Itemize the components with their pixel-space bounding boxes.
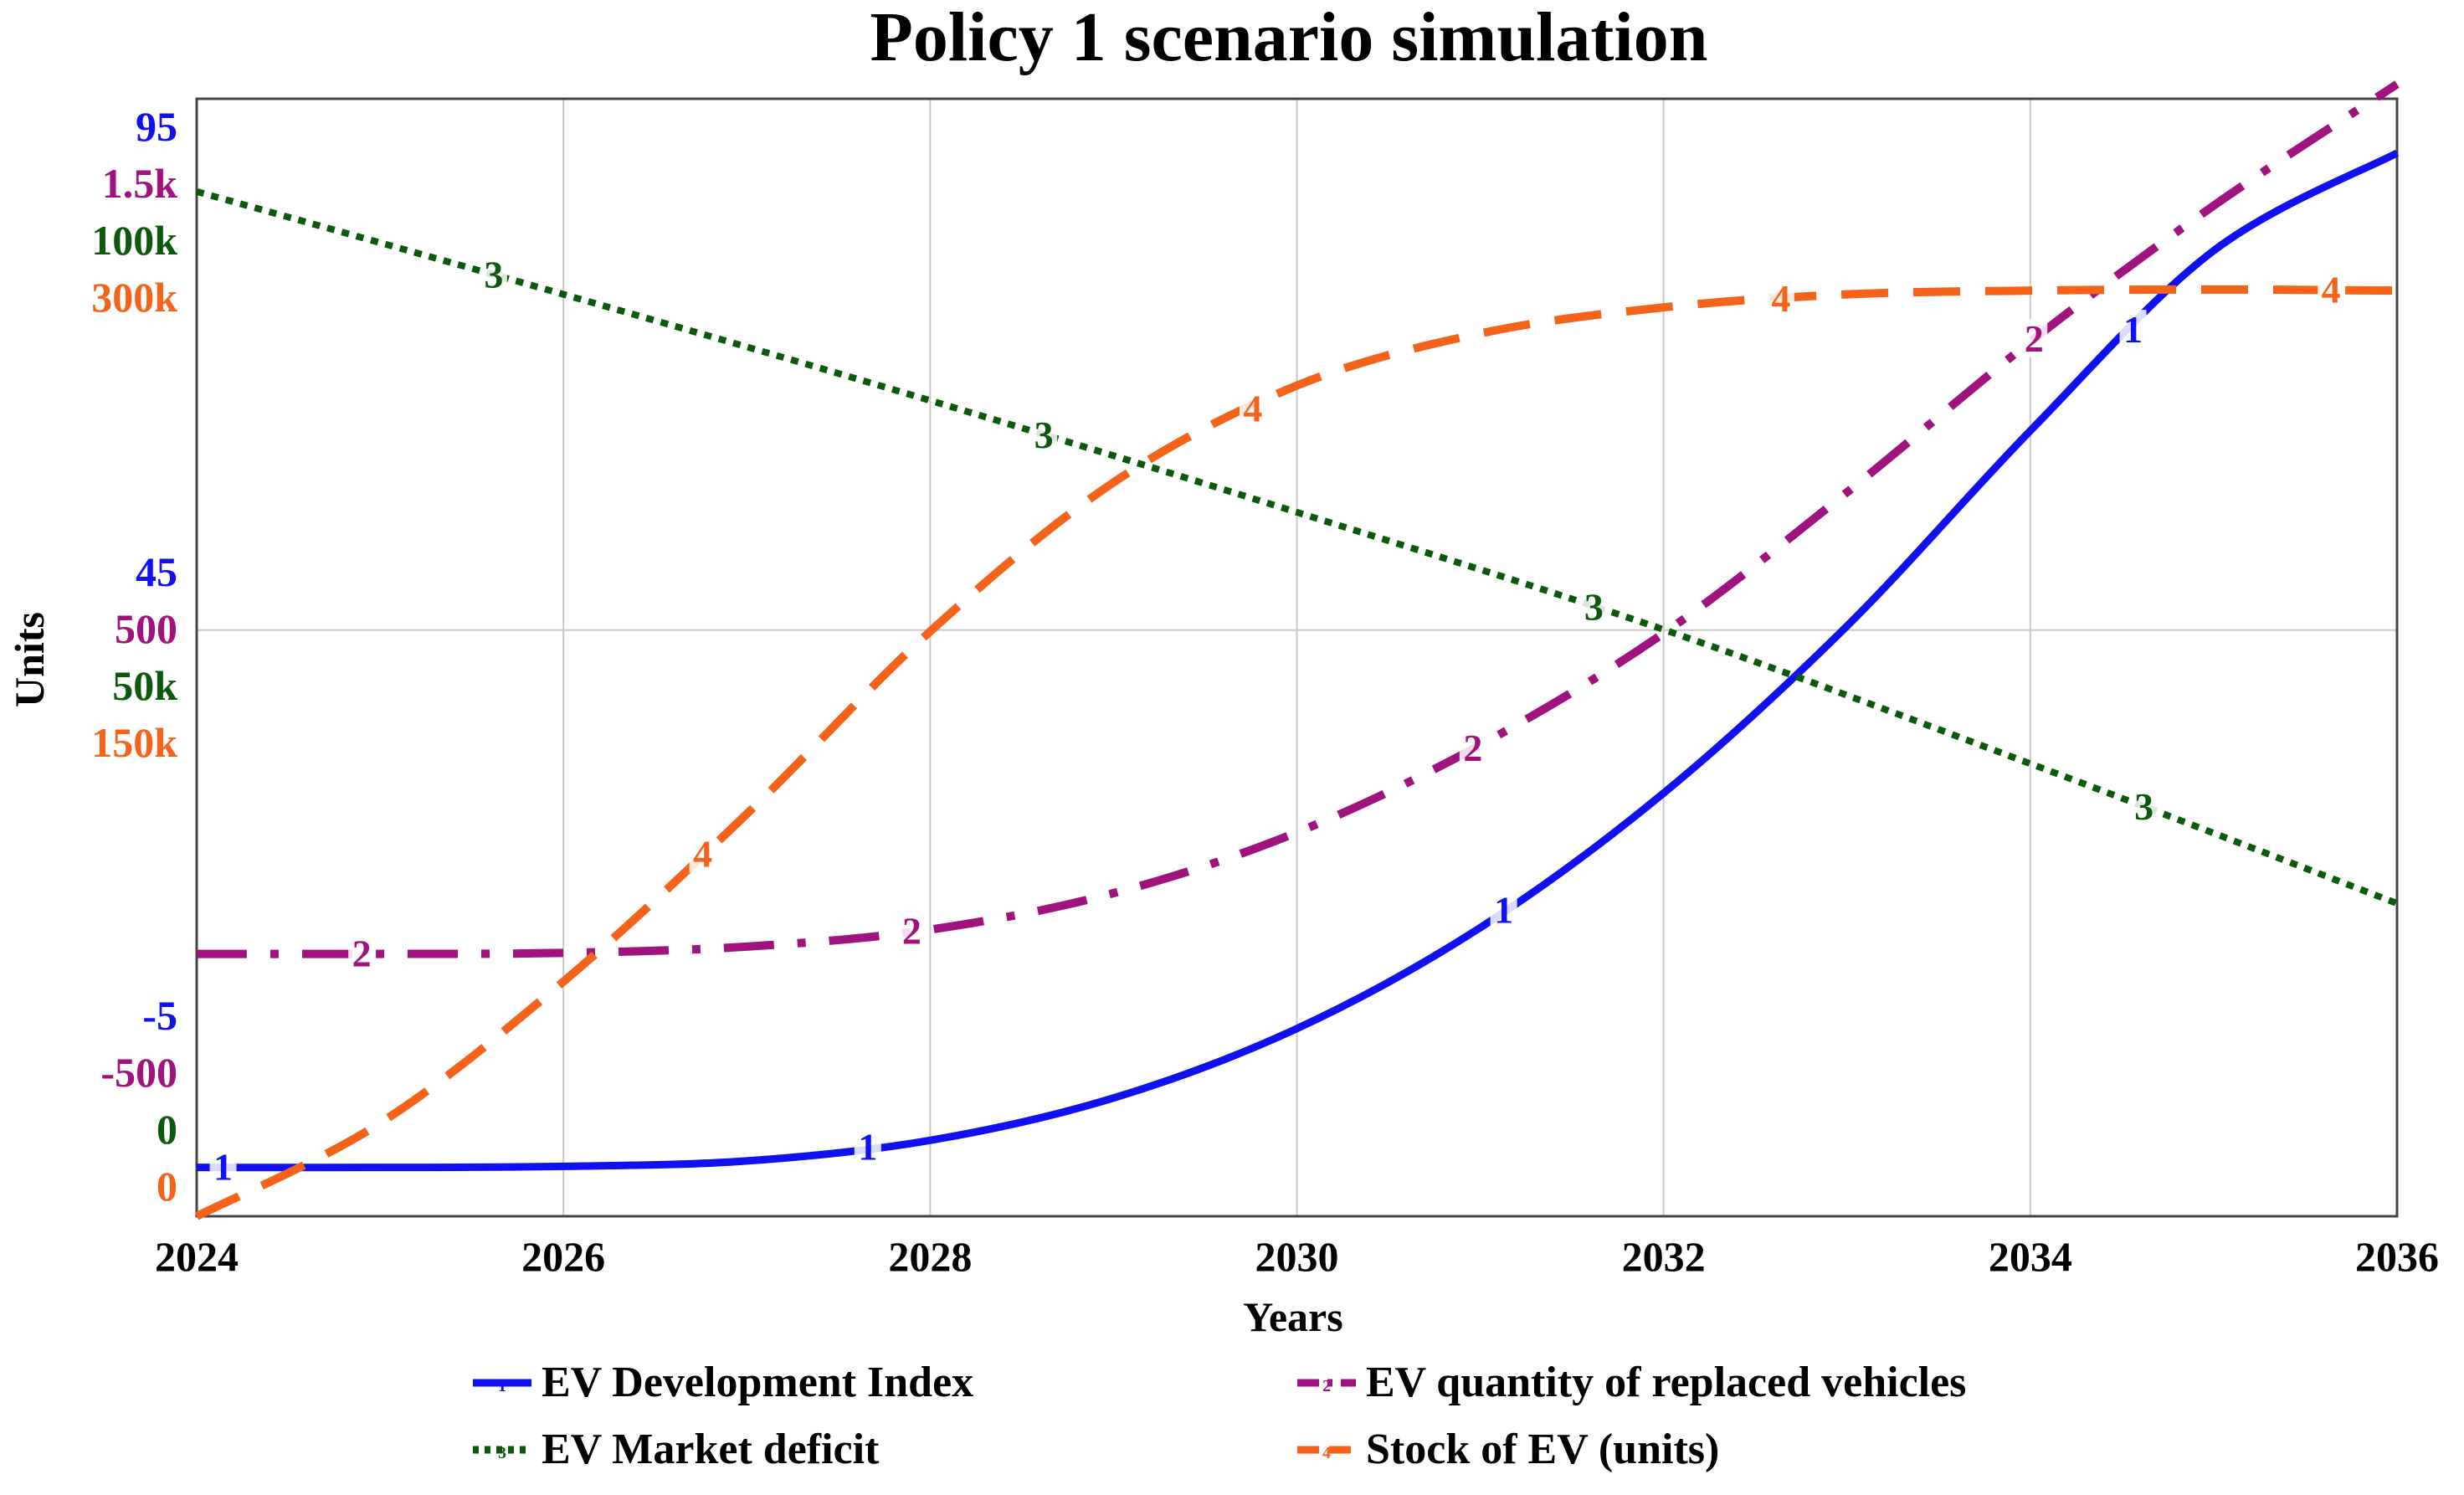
- series-marker-1: 1: [213, 1146, 233, 1189]
- y-axes: 95 45 -5 1.5k 500 -500 100k 50k 0 300k 150k 0: [91, 103, 177, 1210]
- x-tick-label: 2034: [1989, 1233, 2072, 1280]
- plot-area-border: [195, 97, 2399, 1218]
- y-tick-label: 45: [136, 548, 177, 595]
- series-marker-3: 3: [2134, 785, 2153, 828]
- legend-label: EV Development Index: [542, 1359, 973, 1406]
- y-tick-label: 95: [136, 103, 177, 150]
- series-marker-3: 3: [484, 253, 503, 295]
- series-marker-bg: [1490, 890, 1517, 929]
- series-marker-bg: [348, 933, 376, 973]
- chart-title: Policy 1 scenario simulation: [870, 0, 1708, 76]
- legend-item-4: 4 Stock of EV (units): [1297, 1426, 1719, 1473]
- series-marker-bg: [1459, 728, 1486, 768]
- series-marker-2: 2: [352, 932, 372, 975]
- legend-swatch-number: 1: [498, 1377, 506, 1395]
- x-tick-label: 2024: [155, 1233, 239, 1280]
- legend: 1 EV Development Index 2 EV quantity of rep…: [473, 1359, 1966, 1473]
- series-marker-1: 1: [2123, 308, 2143, 351]
- series-marker-2: 2: [902, 910, 921, 953]
- x-tick-label: 2030: [1255, 1233, 1339, 1280]
- x-tick-label: 2026: [521, 1233, 605, 1280]
- series-line-1: [196, 149, 2400, 1172]
- series-line-3: [195, 188, 2399, 907]
- series-marker-3: 3: [1584, 585, 1604, 628]
- y-tick-label: 1.5k: [102, 160, 178, 207]
- legend-swatch-number: 2: [1322, 1377, 1331, 1395]
- series-marker-2: 2: [2025, 317, 2044, 360]
- series-marker-bg: [480, 254, 507, 294]
- series-marker-bg: [1580, 587, 1608, 626]
- legend-swatch-number: 4: [1322, 1444, 1331, 1462]
- y-tick-label: 0: [157, 1163, 177, 1210]
- legend-item-3: 3 EV Market deficit: [473, 1426, 880, 1473]
- x-tick-label: 2028: [888, 1233, 972, 1280]
- series-markers: 1 1 1 1 2 2 2 2 3 3 3 3 4 4 4 4: [209, 253, 2345, 1189]
- series-marker-bg: [2119, 310, 2147, 349]
- series-marker-1: 1: [1494, 889, 1513, 932]
- series-marker-2: 2: [1463, 727, 1482, 769]
- series-marker-bg: [2130, 787, 2158, 826]
- x-tick-label: 2036: [2355, 1233, 2439, 1280]
- y-tick-label: 50k: [112, 662, 177, 709]
- y-tick-label: 100k: [91, 217, 177, 264]
- series-marker-4: 4: [1771, 277, 1790, 320]
- series-marker-4: 4: [2322, 269, 2341, 311]
- series-marker-4: 4: [1243, 387, 1262, 429]
- series-marker-3: 3: [1034, 414, 1054, 456]
- x-tick-label: 2032: [1622, 1233, 1706, 1280]
- legend-label: EV quantity of replaced vehicles: [1366, 1359, 1966, 1406]
- series-marker-1: 1: [858, 1126, 877, 1169]
- y-tick-label: -500: [100, 1049, 177, 1096]
- legend-item-1: 1 EV Development Index: [473, 1359, 973, 1406]
- y-tick-label: 500: [115, 605, 177, 652]
- y-tick-label: -5: [142, 992, 177, 1039]
- y-tick-label: 150k: [91, 719, 177, 766]
- x-axis: 2024 2026 2028 2030 2032 2034 2036: [155, 1233, 2439, 1280]
- series-marker-bg: [854, 1127, 881, 1166]
- x-axis-label: Years: [1243, 1293, 1342, 1340]
- legend-swatch-number: 3: [498, 1444, 506, 1462]
- series-marker-bg: [689, 834, 716, 873]
- legend-label: Stock of EV (units): [1366, 1426, 1719, 1473]
- series-marker-bg: [1767, 279, 1794, 318]
- series-marker-bg: [1239, 388, 1266, 428]
- legend-item-2: 2 EV quantity of replaced vehicles: [1297, 1359, 1966, 1406]
- y-tick-label: 300k: [91, 274, 177, 321]
- series-marker-bg: [209, 1147, 237, 1186]
- series-marker-bg: [898, 911, 926, 950]
- y-axis-label: Units: [6, 612, 53, 707]
- y-tick-label: 0: [157, 1106, 177, 1153]
- grid-lines: [196, 99, 2398, 1216]
- series-marker-bg: [1030, 414, 1058, 454]
- series-marker-4: 4: [693, 832, 712, 875]
- series-marker-bg: [2020, 318, 2048, 357]
- legend-label: EV Market deficit: [542, 1426, 880, 1473]
- series-marker-bg: [2318, 270, 2345, 309]
